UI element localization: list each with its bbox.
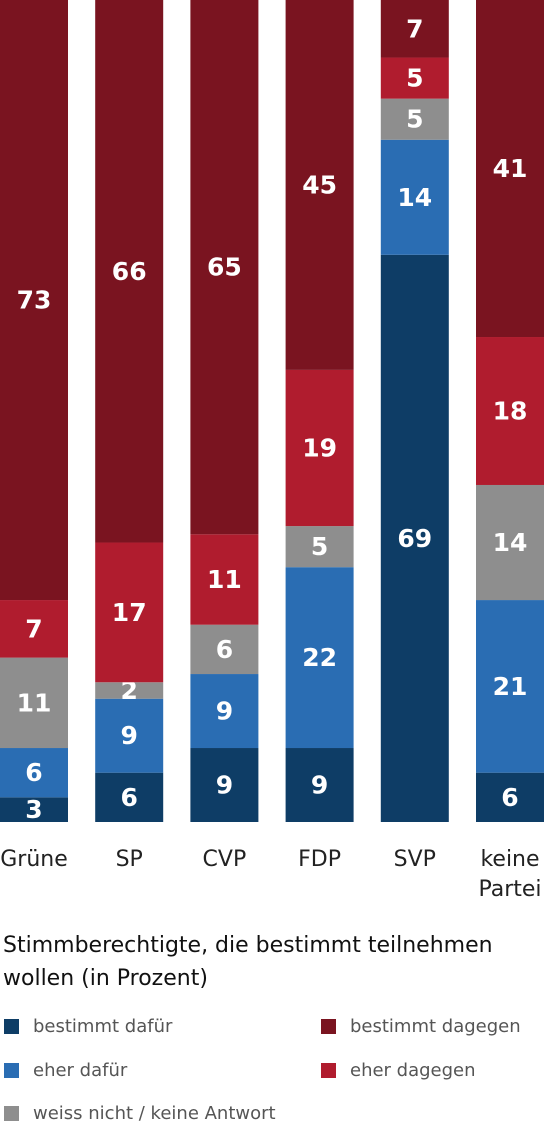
bar-segment [0,797,68,822]
data-label: 66 [112,257,147,286]
legend-item: eher dagegen [321,1058,476,1082]
bar-segment [0,0,68,601]
category-label: keine Partei [478,847,541,902]
data-label: 69 [397,524,432,553]
legend-label: bestimmt dafür [33,1015,173,1037]
bar-segment [285,369,354,527]
legend-swatch [4,1018,19,1034]
legend-item: bestimmt dafür [4,1014,172,1038]
bar-segment [190,0,259,535]
data-label: 14 [493,528,528,557]
data-label: 5 [311,532,328,561]
data-label: 3 [25,795,42,824]
data-label: 2 [120,676,137,705]
category-label: SVP [394,847,436,872]
bar-segment [476,772,544,822]
data-label: 6 [216,635,233,664]
bar-segment [380,98,449,140]
stacked-bar-chart: 3611773Grüne6921766SP9961165CVP92251945F… [0,0,544,902]
legend-label: weiss nicht / keine Antwort [33,1102,276,1124]
bar-segment [476,337,544,485]
legend-label: eher dafür [33,1059,128,1081]
data-label: 7 [406,14,423,43]
legend-item: bestimmt dagegen [321,1014,521,1038]
bar-segment [476,600,544,773]
data-label: 7 [25,614,42,643]
data-label: 21 [493,672,528,701]
data-label: 9 [216,697,233,726]
bar-segment [0,657,68,749]
bar-segment [380,254,449,822]
bar-segment [285,567,354,749]
bar-segment [95,542,164,683]
bar-segment [95,772,164,822]
chart-title: Stimmberechtigte, die bestimmt teilnehme… [3,933,493,991]
data-label: 9 [311,771,328,800]
legend-item: eher dafür [4,1058,127,1082]
category-label: Grüne [0,847,68,872]
bar-segment [0,600,68,658]
bar-segment [95,698,164,773]
data-label: 5 [406,105,423,134]
bar-segment [190,674,259,749]
data-label: 41 [493,154,528,183]
bar-segment [0,748,68,798]
data-label: 14 [397,183,432,212]
legend-swatch [4,1062,19,1078]
legend-swatch [4,1105,19,1121]
bar-segment [380,0,449,58]
bar-segment [285,748,354,822]
category-label: SP [116,847,143,872]
data-label: 11 [207,565,242,594]
data-label: 73 [17,286,52,315]
data-label: 17 [112,598,147,627]
bar-segment [476,484,544,601]
bar-segment [380,57,449,99]
data-label: 5 [406,64,423,93]
legend-label: eher dagegen [350,1059,476,1081]
data-label: 22 [302,643,337,672]
bar-segment [95,0,164,543]
bar-segment [285,526,354,568]
bar-segment [285,0,354,370]
bar-segment [190,748,259,822]
data-label: 9 [120,721,137,750]
bar-segment [380,139,449,255]
bar-segment [476,0,544,338]
data-label: 11 [17,688,52,717]
data-label: 18 [493,397,528,426]
legend-swatch [321,1018,336,1034]
data-label: 6 [501,783,518,812]
data-label: 65 [207,253,242,282]
data-label: 6 [25,758,42,787]
data-label: 6 [120,783,137,812]
bar-segment [190,534,259,625]
category-label: FDP [298,847,341,872]
bar-segment [190,624,259,675]
legend-item: weiss nicht / keine Antwort [4,1101,276,1125]
legend-swatch [321,1062,336,1078]
data-label: 9 [216,771,233,800]
bar-segment [95,682,164,699]
data-label: 19 [302,433,337,462]
category-label: CVP [203,847,247,872]
data-label: 45 [302,170,337,199]
legend-label: bestimmt dagegen [350,1015,521,1037]
